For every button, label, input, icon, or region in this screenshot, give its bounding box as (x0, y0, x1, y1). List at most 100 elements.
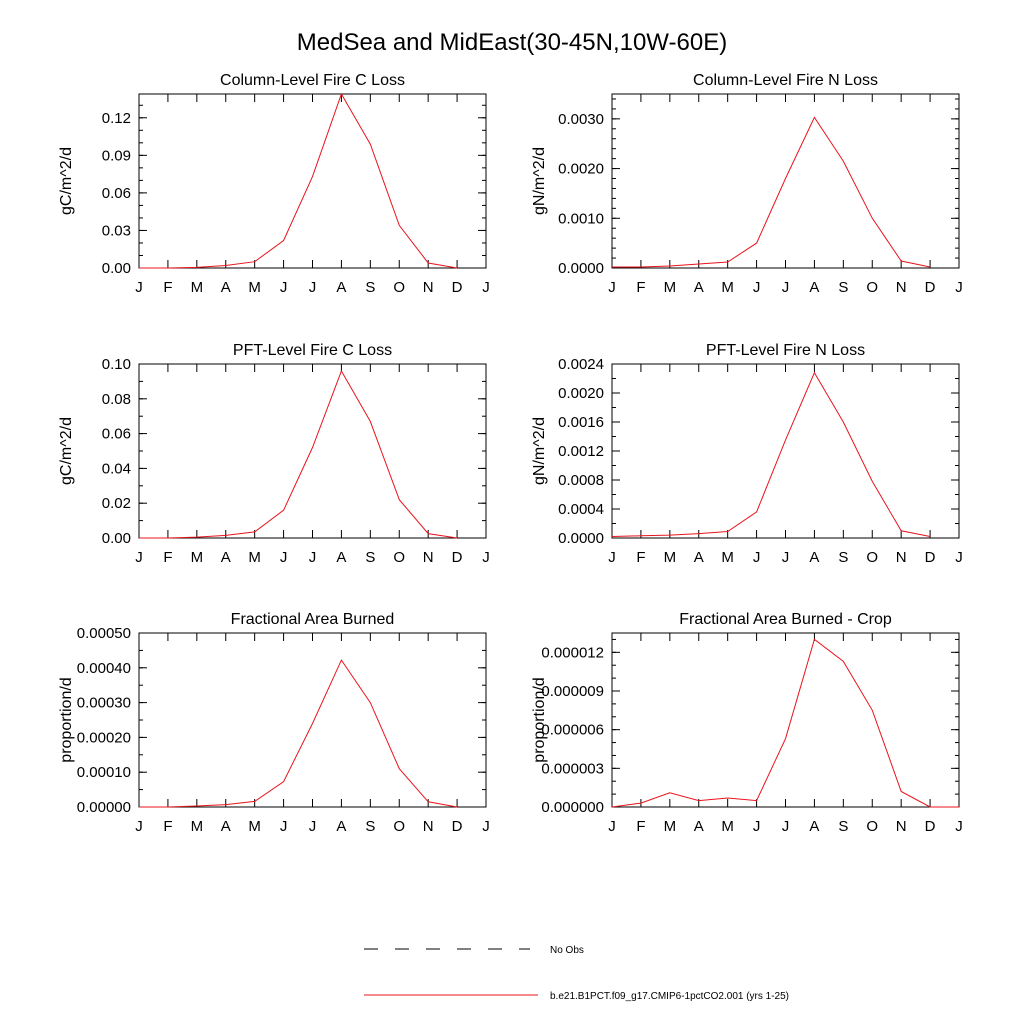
y-axis-label: gC/m^2/d (58, 147, 75, 215)
x-tick-label: J (955, 549, 963, 566)
y-tick-label: 0.000003 (541, 760, 604, 777)
y-tick-label: 0.0012 (558, 443, 604, 460)
y-tick-label: 0.0000 (558, 530, 604, 547)
series-line (139, 92, 458, 269)
x-tick-label: A (809, 279, 819, 296)
x-tick-label: A (336, 279, 346, 296)
plot-frame (138, 632, 487, 808)
x-tick-label: M (191, 549, 204, 566)
x-tick-label: F (163, 549, 172, 566)
x-tick-label: F (636, 279, 645, 296)
x-tick-label: D (925, 818, 936, 835)
x-tick-label: J (280, 279, 288, 296)
y-tick-label: 0.00020 (77, 729, 131, 746)
x-tick-label: A (221, 549, 231, 566)
y-tick-label: 0.12 (102, 110, 131, 127)
plot-frame (611, 93, 960, 269)
x-tick-label: J (608, 279, 616, 296)
y-axis-label: gN/m^2/d (531, 147, 548, 215)
x-tick-label: N (423, 818, 434, 835)
figure-title: MedSea and MidEast(30-45N,10W-60E) (297, 29, 727, 56)
y-tick-label: 0.0020 (558, 161, 604, 178)
x-tick-label: N (423, 549, 434, 566)
x-tick-label: S (838, 279, 848, 296)
y-tick-label: 0.0030 (558, 111, 604, 128)
x-tick-label: M (721, 279, 734, 296)
x-tick-label: D (452, 549, 463, 566)
y-tick-label: 0.02 (102, 495, 131, 512)
x-tick-label: J (782, 549, 790, 566)
x-tick-label: S (838, 818, 848, 835)
x-tick-label: A (694, 549, 704, 566)
x-tick-label: J (135, 818, 143, 835)
x-tick-label: A (336, 818, 346, 835)
x-tick-label: J (753, 818, 761, 835)
y-axis-label: gN/m^2/d (531, 417, 548, 485)
y-tick-label: 0.06 (102, 426, 131, 443)
x-tick-label: O (393, 279, 405, 296)
x-tick-label: J (135, 549, 143, 566)
x-tick-label: M (664, 549, 677, 566)
panel-title: Column-Level Fire C Loss (220, 72, 405, 89)
y-tick-label: 0.0010 (558, 210, 604, 227)
y-tick-label: 0.00000 (77, 799, 131, 816)
x-tick-label: M (248, 818, 261, 835)
x-tick-label: J (309, 549, 317, 566)
x-tick-label: O (393, 549, 405, 566)
x-tick-label: M (248, 279, 261, 296)
legend-label-model: b.e21.B1PCT.f09_g17.CMIP6-1pctCO2.001 (y… (550, 991, 789, 1002)
x-tick-label: A (694, 818, 704, 835)
x-tick-label: D (452, 279, 463, 296)
x-tick-label: A (809, 818, 819, 835)
y-tick-label: 0.0000 (558, 260, 604, 277)
x-tick-label: S (365, 279, 375, 296)
x-tick-label: N (896, 279, 907, 296)
y-tick-label: 0.0004 (558, 501, 604, 518)
panel-title: PFT-Level Fire N Loss (706, 342, 865, 359)
y-axis-label: proportion/d (58, 677, 75, 762)
y-tick-label: 0.03 (102, 222, 131, 239)
x-tick-label: J (482, 549, 490, 566)
y-tick-label: 0.10 (102, 356, 131, 373)
panel-title: Fractional Area Burned (231, 611, 395, 628)
x-tick-label: F (163, 818, 172, 835)
x-tick-label: J (782, 279, 790, 296)
x-tick-label: S (365, 818, 375, 835)
y-tick-label: 0.00010 (77, 764, 131, 781)
legend: No Obs b.e21.B1PCT.f09_g17.CMIP6-1pctCO2… (364, 945, 789, 1002)
x-tick-label: N (896, 818, 907, 835)
y-axis-label: proportion/d (531, 677, 548, 762)
series-line (611, 371, 931, 537)
x-tick-label: S (838, 549, 848, 566)
y-tick-label: 0.000012 (541, 644, 604, 661)
x-tick-label: A (694, 279, 704, 296)
x-tick-label: J (135, 279, 143, 296)
y-tick-label: 0.04 (102, 460, 131, 477)
x-tick-label: D (925, 279, 936, 296)
x-tick-label: A (336, 549, 346, 566)
y-tick-label: 0.00050 (77, 625, 131, 642)
x-tick-label: A (221, 279, 231, 296)
series-line (139, 659, 458, 808)
x-tick-label: N (423, 279, 434, 296)
plot-frame (611, 363, 960, 539)
x-tick-label: N (896, 549, 907, 566)
x-tick-label: J (482, 818, 490, 835)
x-tick-label: D (452, 818, 463, 835)
y-tick-label: 0.0024 (558, 356, 604, 373)
x-tick-label: O (393, 818, 405, 835)
y-tick-label: 0.000006 (541, 722, 604, 739)
x-tick-label: J (753, 279, 761, 296)
x-tick-label: M (721, 549, 734, 566)
x-tick-label: F (163, 279, 172, 296)
y-tick-label: 0.000000 (541, 799, 604, 816)
x-tick-label: J (280, 549, 288, 566)
x-tick-label: M (664, 279, 677, 296)
y-tick-label: 0.0008 (558, 472, 604, 489)
